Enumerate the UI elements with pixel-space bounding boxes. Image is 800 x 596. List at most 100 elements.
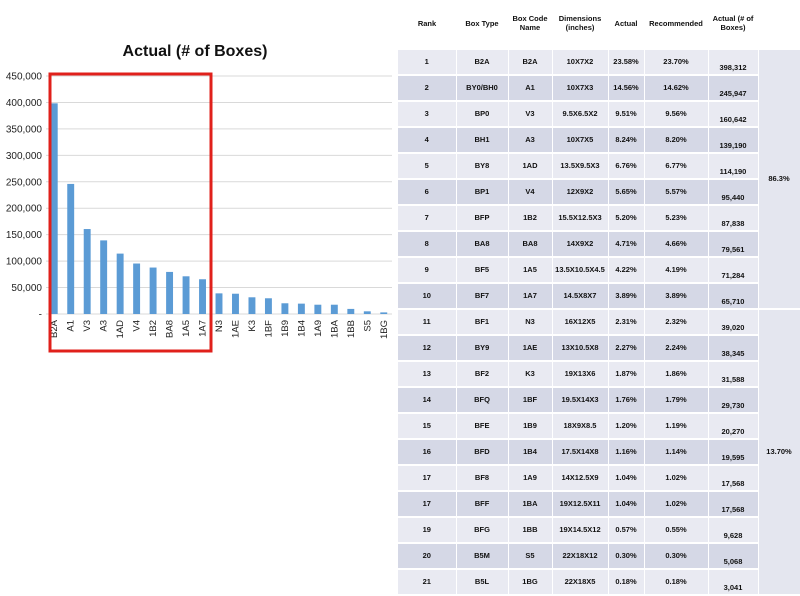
x-tick-label: 1B2 — [148, 320, 159, 337]
dimensions-cell: 22X18X12 — [552, 543, 609, 570]
x-tick-label: N3 — [214, 320, 225, 332]
box-type-cell: BF5 — [456, 257, 509, 284]
recommended-pct-cell: 1.02% — [644, 465, 709, 492]
header-actual-boxes: Actual (# of Boxes) — [708, 0, 758, 50]
recommended-pct-cell: 9.56% — [644, 101, 709, 128]
actual-boxes-cell: 65,710 — [708, 283, 759, 310]
rank-cell: 1 — [398, 49, 457, 76]
actual-boxes-cell: 9,628 — [708, 517, 759, 544]
actual-pct-cell: 1.76% — [608, 387, 645, 414]
box-type-cell: BFD — [456, 439, 509, 466]
recommended-pct-cell: 1.79% — [644, 387, 709, 414]
actual-boxes-cell: 79,561 — [708, 231, 759, 258]
x-tick-label: S5 — [362, 320, 373, 332]
table-row: 17 BF8 1A9 14X12.5X9 1.04% 1.02% 17,568 — [398, 465, 800, 492]
dimensions-cell: 13.5X9.5X3 — [552, 153, 609, 180]
box-type-cell: BF8 — [456, 465, 509, 492]
actual-pct-cell: 23.58% — [608, 49, 645, 76]
dimensions-cell: 9.5X6.5X2 — [552, 101, 609, 128]
dimensions-cell: 22X18X5 — [552, 569, 609, 596]
box-type-cell: BH1 — [456, 127, 509, 154]
box-code-cell: B2A — [508, 49, 553, 76]
box-table: Rank Box Type Box Code Name Dimensions (… — [398, 0, 800, 596]
bar — [363, 311, 371, 314]
x-tick-label: 1AE — [230, 320, 241, 338]
actual-boxes-cell: 71,284 — [708, 257, 759, 284]
rank-cell: 8 — [398, 231, 457, 258]
actual-boxes-cell: 17,568 — [708, 491, 759, 518]
bar — [215, 293, 223, 314]
recommended-pct-cell: 14.62% — [644, 75, 709, 102]
box-code-cell: S5 — [508, 543, 553, 570]
actual-pct-cell: 3.89% — [608, 283, 645, 310]
bar — [347, 308, 355, 314]
table-header-row: Rank Box Type Box Code Name Dimensions (… — [398, 0, 800, 50]
table-row: 10 BF7 1A7 14.5X8X7 3.89% 3.89% 65,710 — [398, 283, 800, 310]
box-type-cell: BP0 — [456, 101, 509, 128]
dimensions-cell: 12X9X2 — [552, 179, 609, 206]
rank-cell: 16 — [398, 439, 457, 466]
recommended-pct-cell: 0.30% — [644, 543, 709, 570]
y-tick-label: 450,000 — [6, 72, 43, 83]
actual-pct-cell: 0.18% — [608, 569, 645, 596]
y-tick-label: 150,000 — [6, 230, 43, 241]
actual-boxes-cell: 20,270 — [708, 413, 759, 440]
x-tick-label: BA8 — [165, 320, 176, 338]
recommended-pct-cell: 0.18% — [644, 569, 709, 596]
header-group — [758, 0, 800, 50]
bar — [248, 297, 256, 314]
actual-pct-cell: 2.31% — [608, 309, 645, 336]
actual-boxes-cell: 398,312 — [708, 49, 759, 76]
table-row: 3 BP0 V3 9.5X6.5X2 9.51% 9.56% 160,642 — [398, 101, 800, 128]
actual-pct-cell: 0.30% — [608, 543, 645, 570]
table-row: 1 B2A B2A 10X7X2 23.58% 23.70% 398,312 86.3% — [398, 49, 800, 310]
group-share-top10: 86.3% — [758, 49, 800, 310]
bar — [314, 304, 322, 314]
actual-boxes-cell: 38,345 — [708, 335, 759, 362]
dimensions-cell: 14X9X2 — [552, 231, 609, 258]
dimensions-cell: 13.5X10.5X4.5 — [552, 257, 609, 284]
header-rank: Rank — [398, 0, 456, 50]
dimensions-cell: 19X12.5X11 — [552, 491, 609, 518]
table-row: 17 BFF 1BA 19X12.5X11 1.04% 1.02% 17,568 — [398, 491, 800, 518]
table-row: 14 BFQ 1BF 19.5X14X3 1.76% 1.79% 29,730 — [398, 387, 800, 414]
table-row: 21 B5L 1BG 22X18X5 0.18% 0.18% 3,041 — [398, 569, 800, 596]
recommended-pct-cell: 1.19% — [644, 413, 709, 440]
table-row: 8 BA8 BA8 14X9X2 4.71% 4.66% 79,561 — [398, 231, 800, 258]
rank-cell: 11 — [398, 309, 457, 336]
highlight-box-top10 — [48, 72, 213, 353]
dimensions-cell: 19X14.5X12 — [552, 517, 609, 544]
box-type-cell: BY0/BH0 — [456, 75, 509, 102]
recommended-pct-cell: 8.20% — [644, 127, 709, 154]
table-row: 6 BP1 V4 12X9X2 5.65% 5.57% 95,440 — [398, 179, 800, 206]
y-tick-label: 200,000 — [6, 204, 43, 215]
y-tick-label: 350,000 — [6, 124, 43, 135]
x-tick-label: 1A5 — [181, 320, 192, 337]
header-actual: Actual — [608, 0, 644, 50]
box-code-cell: A1 — [508, 75, 553, 102]
box-type-cell: BFE — [456, 413, 509, 440]
table-row: 4 BH1 A3 10X7X5 8.24% 8.20% 139,190 — [398, 127, 800, 154]
rank-cell: 19 — [398, 517, 457, 544]
table-row: 12 BY9 1AE 13X10.5X8 2.27% 2.24% 38,345 — [398, 335, 800, 362]
bar — [116, 253, 124, 314]
actual-pct-cell: 1.04% — [608, 465, 645, 492]
rank-cell: 21 — [398, 569, 457, 596]
chart-svg: Actual (# of Boxes) - 50,000 100,000 150,000… — [6, 43, 392, 353]
x-tick-label: V4 — [132, 320, 143, 332]
dimensions-cell: 13X10.5X8 — [552, 335, 609, 362]
table-row: 13 BF2 K3 19X13X6 1.87% 1.86% 31,588 — [398, 361, 800, 388]
dimensions-cell: 16X12X5 — [552, 309, 609, 336]
actual-pct-cell: 1.20% — [608, 413, 645, 440]
actual-boxes-cell: 95,440 — [708, 179, 759, 206]
actual-pct-cell: 4.22% — [608, 257, 645, 284]
actual-pct-cell: 5.20% — [608, 205, 645, 232]
dimensions-cell: 14.5X8X7 — [552, 283, 609, 310]
actual-boxes-cell: 139,190 — [708, 127, 759, 154]
header-recommended: Recommended — [644, 0, 708, 50]
recommended-pct-cell: 0.55% — [644, 517, 709, 544]
box-type-cell: BFQ — [456, 387, 509, 414]
table-row: 9 BF5 1A5 13.5X10.5X4.5 4.22% 4.19% 71,284 — [398, 257, 800, 284]
dimensions-cell: 19.5X14X3 — [552, 387, 609, 414]
bar — [149, 267, 157, 314]
